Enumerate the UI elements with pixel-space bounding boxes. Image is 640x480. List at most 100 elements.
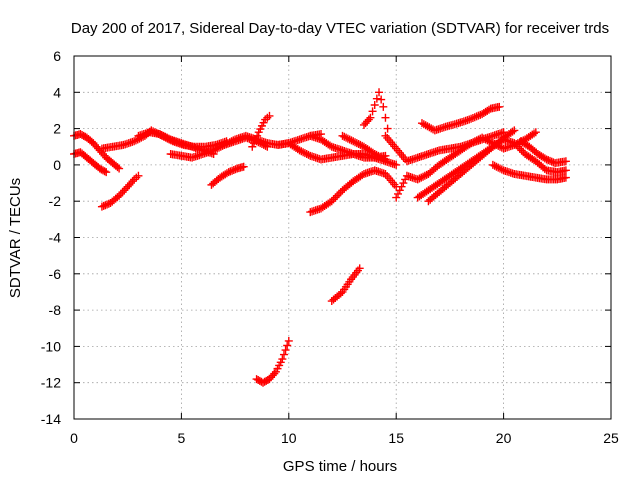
data-point [510, 126, 519, 135]
data-point [340, 132, 349, 141]
data-point [97, 202, 106, 211]
data-point [484, 105, 493, 114]
data-point [377, 95, 386, 104]
data-point [118, 188, 127, 197]
data-point [417, 173, 426, 182]
data-point [295, 146, 304, 155]
data-point [115, 191, 124, 200]
x-tick-label: 15 [388, 430, 404, 446]
data-point [379, 154, 388, 163]
data-point [329, 195, 338, 204]
data-point [366, 113, 375, 122]
data-point [513, 142, 522, 151]
data-point [249, 139, 258, 148]
data-point [531, 128, 540, 137]
data-point [470, 137, 479, 146]
series-arc-12 [306, 166, 401, 217]
data-point [395, 186, 404, 195]
data-point [392, 160, 401, 169]
series-arc-10 [252, 336, 293, 387]
y-axis-label: SDTVAR / TECUs [7, 178, 24, 298]
data-point [134, 171, 143, 180]
data-point [375, 88, 384, 97]
data-point [393, 189, 402, 198]
data-point [355, 264, 364, 273]
data-point [517, 146, 526, 155]
y-tick-label: 0 [53, 157, 61, 173]
data-point [495, 102, 504, 111]
data-point [469, 138, 478, 147]
data-point [358, 171, 367, 180]
data-point [494, 163, 503, 172]
y-tick-label: -14 [41, 411, 61, 427]
data-point [478, 133, 487, 142]
data-point [334, 189, 343, 198]
y-tick-label: 2 [53, 121, 61, 137]
data-point [222, 169, 231, 178]
data-point [397, 182, 406, 191]
data-point [338, 131, 347, 140]
x-tick-label: 10 [281, 430, 297, 446]
data-point [561, 157, 570, 166]
data-point [540, 164, 549, 173]
data-point [227, 137, 236, 146]
series-arc-20 [424, 135, 508, 206]
data-point [530, 129, 539, 138]
data-point [483, 136, 492, 145]
data-point [159, 131, 168, 140]
data-point [100, 167, 109, 176]
data-point [229, 165, 238, 174]
data-point [354, 140, 363, 149]
data-point [545, 156, 554, 165]
data-point [392, 193, 401, 202]
data-point [99, 201, 108, 210]
data-point [413, 175, 422, 184]
data-point [472, 136, 481, 145]
data-point [211, 145, 220, 154]
data-point [297, 147, 306, 156]
data-point [325, 141, 334, 150]
y-tick-label: -4 [49, 230, 62, 246]
data-point [349, 137, 358, 146]
data-point [265, 111, 274, 120]
data-point [370, 150, 379, 159]
data-point [128, 177, 137, 186]
series-arc-22 [488, 160, 570, 184]
data-point [239, 162, 248, 171]
data-point [377, 153, 386, 162]
data-point [223, 139, 232, 148]
data-point [376, 152, 385, 161]
data-point [102, 168, 111, 177]
data-point [481, 135, 490, 144]
data-point [479, 134, 488, 143]
x-tick-label: 25 [603, 430, 619, 446]
x-tick-label: 0 [70, 430, 78, 446]
data-point [485, 137, 494, 146]
data-point [474, 135, 483, 144]
data-point [120, 186, 129, 195]
data-point [133, 135, 142, 144]
data-point [372, 94, 381, 103]
data-point [284, 336, 293, 345]
data-point [547, 157, 556, 166]
data-point [113, 163, 122, 172]
data-point [216, 142, 225, 151]
data-point [379, 102, 388, 111]
data-point [496, 164, 505, 173]
series-arc-3 [97, 171, 143, 211]
data-point [542, 155, 551, 164]
data-point [229, 136, 238, 145]
data-point [381, 155, 390, 164]
data-point [253, 131, 262, 140]
data-point [225, 138, 234, 147]
data-point [342, 133, 351, 142]
data-point [228, 166, 237, 175]
data-point [333, 191, 342, 200]
data-point [383, 124, 392, 133]
data-point [488, 160, 497, 169]
series-arc-14 [327, 264, 364, 306]
data-point [356, 140, 365, 149]
data-point [415, 174, 424, 183]
data-point [302, 150, 311, 159]
